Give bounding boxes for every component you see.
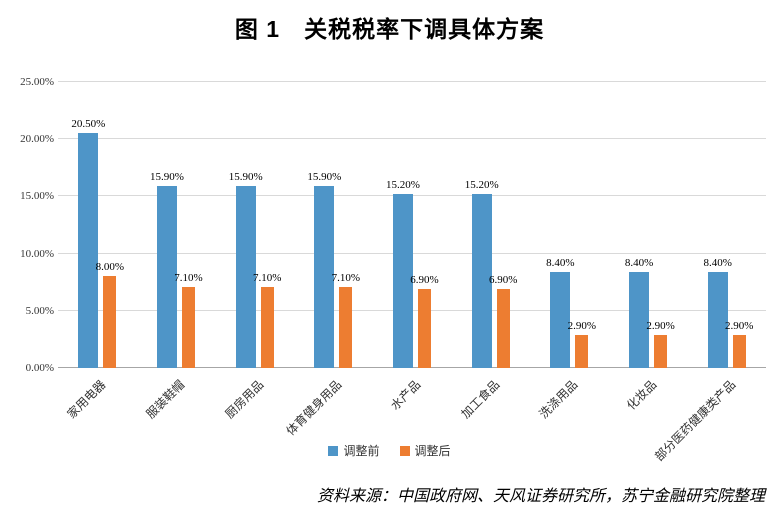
- bar-group: 8.40% 2.90%: [687, 82, 766, 368]
- data-label: 7.10%: [331, 271, 361, 284]
- data-label: 20.50%: [71, 118, 106, 131]
- data-label: 6.90%: [410, 274, 439, 287]
- x-axis-label: 厨房用品: [222, 377, 266, 422]
- bar-调整后: 6.90%: [489, 274, 517, 368]
- data-label: 15.20%: [464, 179, 499, 192]
- bar-调整前: 15.20%: [386, 179, 420, 368]
- legend-swatch: [328, 445, 339, 456]
- bar-调整前: 8.40%: [546, 257, 575, 368]
- data-label: 15.90%: [307, 171, 342, 184]
- bar-group: 8.40% 2.90%: [530, 82, 609, 368]
- x-axis-label: 家用电器: [64, 377, 109, 422]
- bar-调整前: 15.90%: [229, 171, 263, 368]
- data-label: 6.90%: [488, 274, 518, 287]
- data-label: 8.40%: [546, 256, 575, 269]
- bar-调整前: 8.40%: [625, 257, 653, 368]
- chart-legend: 调整前 调整后: [0, 442, 779, 459]
- legend-swatch: [399, 445, 410, 456]
- data-label: 8.40%: [703, 256, 732, 269]
- bar-调整后: 2.90%: [725, 320, 753, 368]
- y-tick-label: 20.00%: [20, 133, 54, 146]
- bar-调整前: 15.20%: [465, 179, 499, 368]
- bar-调整后: 7.10%: [174, 272, 203, 368]
- legend-item: 调整后: [399, 442, 451, 459]
- chart-title: 图 1 关税税率下调具体方案: [234, 16, 545, 42]
- bar-调整后: 2.90%: [646, 320, 675, 368]
- bar-调整前: 20.50%: [71, 118, 105, 368]
- bar-group: 20.50% 8.00%: [58, 82, 137, 368]
- data-label: 15.20%: [386, 179, 420, 192]
- y-axis: 0.00% 5.00% 10.00% 15.00% 20.00% 25.00%: [16, 76, 58, 374]
- bar-调整后: 7.10%: [332, 272, 360, 368]
- x-axis-label: 服装鞋帽: [143, 377, 188, 422]
- bar-调整前: 8.40%: [703, 257, 732, 368]
- y-tick-label: 5.00%: [25, 304, 54, 317]
- bar-group: 15.90% 7.10%: [215, 82, 294, 368]
- gridline: [58, 138, 766, 140]
- x-axis-label: 水产品: [387, 377, 424, 413]
- x-axis-label: 加工食品: [458, 377, 502, 422]
- x-axis-label: 体育健身用品: [283, 377, 345, 439]
- x-axis-label: 化妆品: [623, 377, 660, 413]
- bar-group: 15.20% 6.90%: [373, 82, 452, 368]
- bar-group: 15.90% 7.10%: [137, 82, 216, 368]
- bar-group: 15.90% 7.10%: [294, 82, 373, 368]
- data-label: 15.90%: [228, 171, 263, 184]
- bar-group: 8.40% 2.90%: [609, 82, 688, 368]
- bar-调整前: 15.90%: [307, 171, 341, 368]
- legend-label: 调整后: [414, 444, 451, 458]
- bar-调整后: 6.90%: [410, 274, 439, 368]
- bar-调整前: 15.90%: [150, 171, 184, 368]
- data-label: 2.90%: [724, 319, 754, 332]
- y-tick-label: 0.00%: [25, 362, 54, 374]
- data-label: 8.00%: [95, 261, 125, 274]
- y-tick-label: 10.00%: [20, 247, 54, 260]
- data-label: 15.90%: [150, 171, 184, 184]
- x-axis-label: 洗涤用品: [536, 377, 581, 422]
- data-label: 2.90%: [646, 319, 675, 332]
- bar-调整后: 8.00%: [96, 261, 124, 368]
- y-tick-label: 25.00%: [20, 76, 54, 88]
- gridline: [58, 81, 766, 82]
- bar-series-area: 20.50% 8.00% 15.90% 7.10% 15.90% 7.10% 15.90% 7…: [58, 82, 766, 368]
- bar-chart: 0.00% 5.00% 10.00% 15.00% 20.00% 25.00% 20.50…: [16, 76, 766, 464]
- legend-item: 调整前: [328, 442, 380, 459]
- data-label: 7.10%: [252, 271, 282, 284]
- bar-调整后: 2.90%: [568, 320, 596, 368]
- y-tick-label: 15.00%: [20, 190, 54, 203]
- data-label: 2.90%: [567, 319, 597, 332]
- bar-调整后: 7.10%: [253, 272, 281, 368]
- legend-label: 调整前: [343, 444, 380, 458]
- source-note: 资料来源：中国政府网、天风证券研究所，苏宁金融研究院整理: [316, 488, 765, 505]
- plot-area: 20.50% 8.00% 15.90% 7.10% 15.90% 7.10% 15.90% 7…: [58, 81, 766, 368]
- data-label: 7.10%: [174, 271, 203, 284]
- data-label: 8.40%: [624, 256, 654, 269]
- bar-group: 15.20% 6.90%: [451, 82, 530, 368]
